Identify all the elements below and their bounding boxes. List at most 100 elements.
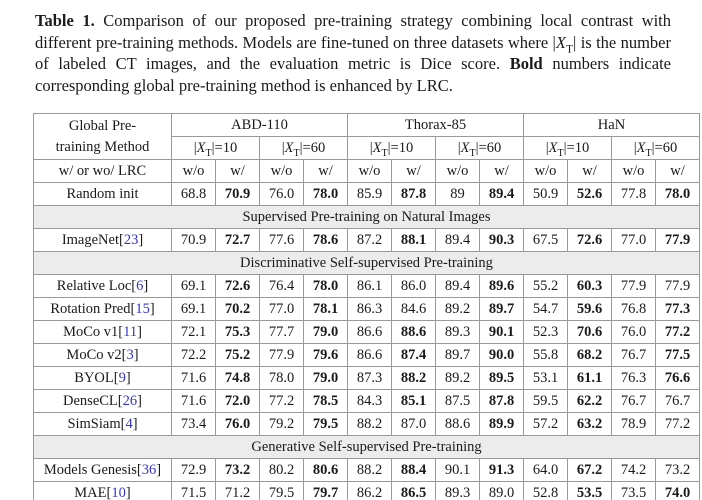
- header-xt-thorax-85-10: |XT|=10: [347, 136, 436, 160]
- value-cell: 88.4: [391, 458, 436, 482]
- value-cell: 90.3: [479, 228, 524, 252]
- value-cell: 86.2: [347, 481, 392, 500]
- citation-link[interactable]: 10: [111, 485, 126, 500]
- citation-link[interactable]: 3: [126, 347, 134, 363]
- header-xt-abd-110-60: |XT|=60: [259, 136, 348, 160]
- value-cell: 72.6: [215, 274, 260, 298]
- method-name: DenseCL: [63, 393, 118, 409]
- value-cell: 50.9: [523, 182, 568, 206]
- citation-link[interactable]: 11: [123, 324, 138, 340]
- value-cell: 78.1: [303, 297, 348, 321]
- value-cell: 59.6: [567, 297, 612, 321]
- value-cell: 53.5: [567, 481, 612, 500]
- citation-link[interactable]: 6: [136, 278, 144, 294]
- section-header: Discriminative Self-supervised Pre-train…: [33, 251, 700, 275]
- citation-link[interactable]: 23: [123, 232, 139, 248]
- method-cell: Models Genesis[36]: [33, 458, 172, 482]
- citation-link[interactable]: 15: [135, 301, 150, 317]
- value-cell: 78.5: [303, 389, 348, 413]
- section-row: Discriminative Self-supervised Pre-train…: [33, 251, 700, 275]
- value-cell: 71.5: [171, 481, 216, 500]
- value-cell: 76.0: [611, 320, 656, 344]
- header-lrc-with: w/: [567, 159, 612, 183]
- value-cell: 86.3: [347, 297, 392, 321]
- data-row-rotation-pred: Rotation Pred[15] 69.1 70.2 77.0 78.1 86.3 84.…: [33, 297, 700, 321]
- caption-text: numbers indicate corresponding global pr…: [35, 54, 671, 95]
- data-row-densecl: DenseCL[26] 71.6 72.0 77.2 78.5 84.3 85.1 87.5 8…: [33, 389, 700, 413]
- value-cell: 84.6: [391, 297, 436, 321]
- value-cell: 73.2: [215, 458, 260, 482]
- citation-link[interactable]: 4: [125, 416, 133, 432]
- method-name: Models Genesis: [43, 462, 137, 478]
- value-cell: 89.2: [435, 366, 480, 390]
- data-row-random-init: Random init 68.8 70.9 76.0 78.0 85.9 87.8 89 89.…: [33, 182, 700, 206]
- method-name: Relative Loc: [56, 278, 132, 294]
- header-lrc-with: w/: [215, 159, 260, 183]
- value-cell: 69.1: [171, 274, 216, 298]
- citation-link[interactable]: 36: [141, 462, 157, 478]
- value-cell: 87.2: [347, 228, 392, 252]
- header-xt-han-10: |XT|=10: [523, 136, 612, 160]
- value-cell: 89.2: [435, 297, 480, 321]
- value-cell: 57.2: [523, 412, 568, 436]
- value-cell: 77.0: [259, 297, 304, 321]
- caption-text: Comparison of our proposed pre-training …: [35, 11, 672, 52]
- value-cell: 79.2: [259, 412, 304, 436]
- value-cell: 72.0: [215, 389, 260, 413]
- method-name: Random init: [66, 186, 139, 202]
- value-cell: 77.8: [611, 182, 656, 206]
- value-cell: 52.6: [567, 182, 612, 206]
- value-cell: 78.0: [655, 182, 700, 206]
- value-cell: 89.3: [435, 481, 480, 500]
- value-cell: 52.3: [523, 320, 568, 344]
- value-cell: 76.7: [611, 389, 656, 413]
- caption-text: |XT|: [552, 32, 577, 55]
- value-cell: 89.3: [435, 320, 480, 344]
- value-cell: 74.2: [611, 458, 656, 482]
- citation-link[interactable]: 9: [118, 370, 126, 386]
- header-lrc-without: w/o: [523, 159, 568, 183]
- value-cell: 59.5: [523, 389, 568, 413]
- value-cell: 68.2: [567, 343, 612, 367]
- value-cell: 87.8: [479, 389, 524, 413]
- value-cell: 86.1: [347, 274, 392, 298]
- header-lrc-without: w/o: [611, 159, 656, 183]
- value-cell: 67.5: [523, 228, 568, 252]
- value-cell: 79.0: [303, 320, 348, 344]
- header-dataset-han: HaN: [523, 113, 700, 137]
- value-cell: 79.5: [259, 481, 304, 500]
- section-header: Supervised Pre-training on Natural Image…: [33, 205, 700, 229]
- value-cell: 87.4: [391, 343, 436, 367]
- value-cell: 52.8: [523, 481, 568, 500]
- value-cell: 87.5: [435, 389, 480, 413]
- value-cell: 54.7: [523, 297, 568, 321]
- header-lrc-toggle-label: w/ or wo/ LRC: [33, 159, 172, 183]
- value-cell: 86.6: [347, 320, 392, 344]
- value-cell: 74.8: [215, 366, 260, 390]
- value-cell: 90.0: [479, 343, 524, 367]
- value-cell: 76.7: [655, 389, 700, 413]
- value-cell: 72.7: [215, 228, 260, 252]
- value-cell: 73.2: [655, 458, 700, 482]
- data-row-simsiam: SimSiam[4] 73.4 76.0 79.2 79.5 88.2 87.0 88.6 89…: [33, 412, 700, 436]
- section-header: Generative Self-supervised Pre-training: [33, 435, 700, 459]
- value-cell: 72.9: [171, 458, 216, 482]
- value-cell: 79.0: [303, 366, 348, 390]
- value-cell: 73.5: [611, 481, 656, 500]
- method-cell: MoCo v1[11]: [33, 320, 172, 344]
- value-cell: 88.6: [435, 412, 480, 436]
- header-xt-han-60: |XT|=60: [611, 136, 700, 160]
- method-name: ImageNet: [61, 232, 119, 248]
- citation-link[interactable]: 26: [122, 393, 138, 409]
- method-name: MoCo v2: [66, 347, 122, 363]
- value-cell: 70.9: [171, 228, 216, 252]
- value-cell: 78.6: [303, 228, 348, 252]
- header-row-datasets: Global Pre-training Method ABD-110 Thorax-…: [33, 113, 700, 160]
- value-cell: 55.8: [523, 343, 568, 367]
- value-cell: 85.9: [347, 182, 392, 206]
- header-lrc-without: w/o: [435, 159, 480, 183]
- value-cell: 89.5: [479, 366, 524, 390]
- value-cell: 67.2: [567, 458, 612, 482]
- value-cell: 77.9: [655, 228, 700, 252]
- value-cell: 87.8: [391, 182, 436, 206]
